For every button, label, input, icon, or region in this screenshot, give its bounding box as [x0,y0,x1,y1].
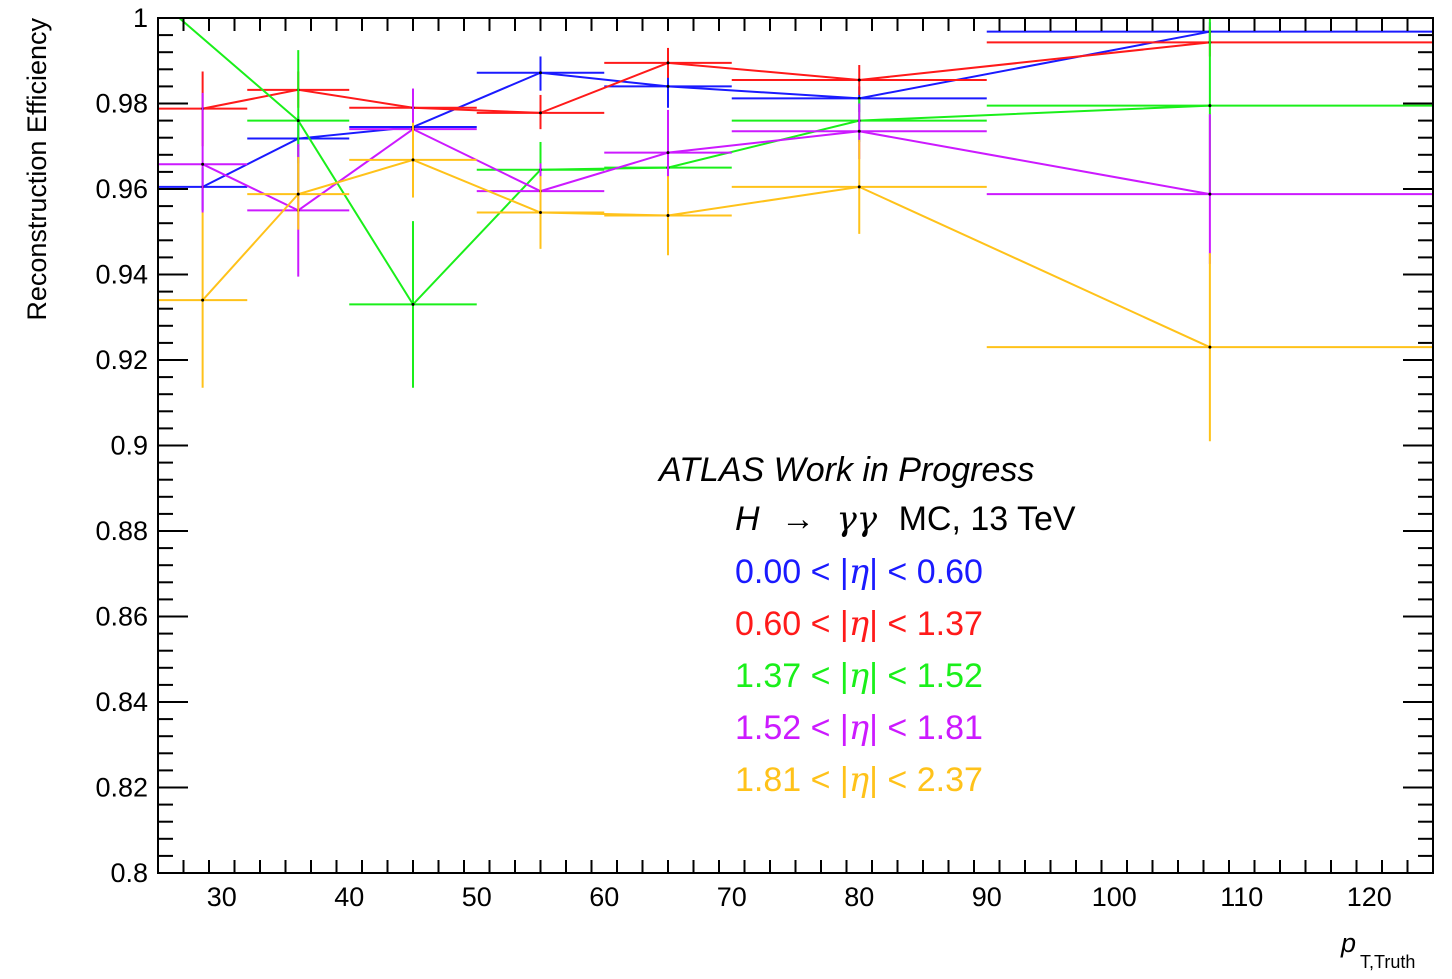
series-4 [158,122,1433,442]
x-tick-label: 30 [207,882,237,912]
y-tick-label: 0.84 [95,687,148,717]
y-tick-label: 0.86 [95,602,148,632]
data-point [857,78,861,82]
legend-entry-post: | < 1.52 [869,657,983,695]
data-point [666,61,670,65]
legend-entry-pre: 1.52 < | [735,709,849,747]
legend-entry-eta: η [849,604,870,644]
legend-entry-eta: η [849,656,870,696]
series-line [202,127,1211,212]
legend-entry-eta: η [849,760,870,800]
legend-entry-pre: 0.60 < | [735,605,849,643]
y-tick-label: 0.8 [110,858,148,888]
data-point [539,111,542,115]
data-point [857,185,861,189]
x-axis-label-sub: T,Truth [1360,952,1415,972]
y-tick-label: 0.94 [95,260,148,290]
legend: 0.00 < |η| < 0.600.60 < |η| < 1.371.37 <… [735,552,983,800]
series-0 [158,22,1433,211]
legend-entry: 1.52 < |η| < 1.81 [735,708,983,748]
legend-entry-pre: 1.37 < | [735,657,849,695]
legend-entry-eta: η [849,552,870,592]
data-point [857,129,861,133]
process-h: H [735,500,760,538]
axis-layer: 0.8 0.82 0.84 0.86 0.88 0.9 0.92 0.94 0.96 0.98 1 3… [95,3,1434,912]
series-line [202,30,1211,188]
data-point [411,158,415,162]
atlas-label: ATLAS Work in Progress [657,451,1034,489]
y-tick-label: 0.98 [95,89,148,119]
x-tick-label: 40 [334,882,364,912]
process-arrow: → [781,500,815,538]
legend-entry: 0.60 < |η| < 1.37 [735,604,983,644]
data-point [1208,104,1212,108]
y-tick-label: 0.9 [110,431,148,461]
data-point [1208,345,1212,349]
process-gamma: γγ [836,499,877,539]
x-tick-label: 70 [717,882,747,912]
legend-entry-post: | < 0.60 [869,553,983,591]
data-point [201,298,205,302]
data-point [296,192,300,196]
x-tick-label: 110 [1220,882,1263,912]
legend-entry: 0.00 < |η| < 0.60 [735,552,983,592]
series-line [202,41,1210,114]
data-point [201,162,205,166]
series-layer [158,18,1433,442]
legend-entry-post: | < 1.37 [869,605,983,643]
y-tick-label: 0.92 [95,345,148,375]
data-point [1208,192,1212,196]
y-tick-label: 0.96 [95,174,148,204]
x-tick-label: 80 [844,882,874,912]
x-tick-label: 60 [589,882,619,912]
y-tick-label: 0.82 [95,773,148,803]
y-tick-label: 1 [133,3,148,33]
x-tick-label: 120 [1347,882,1392,912]
legend-entry-pre: 1.81 < | [735,761,849,799]
x-tick-label: 100 [1092,882,1137,912]
data-point [539,211,542,215]
data-point [857,96,861,100]
data-point [411,302,415,306]
legend-entry-eta: η [849,708,870,748]
legend-entry-post: | < 2.37 [869,761,983,799]
legend-entry: 1.81 < |η| < 2.37 [735,760,983,800]
x-tick-label: 50 [462,882,492,912]
y-axis-label: Reconstruction Efficiency [22,18,52,321]
x-axis-label-main: p [1340,928,1356,958]
data-point [666,151,670,155]
series-3 [158,88,1433,277]
data-point [666,84,670,88]
legend-entry-post: | < 1.81 [869,709,983,747]
y-tick-label: 0.88 [95,516,148,546]
series-line [201,158,1211,349]
data-point [539,71,542,75]
process-rest: MC, 13 TeV [899,500,1076,538]
process-label: H → γγ MC, 13 TeV [735,499,1076,539]
legend-entry-pre: 0.00 < | [735,553,849,591]
x-tick-label: 90 [972,882,1002,912]
data-point [666,214,670,218]
legend-entry: 1.37 < |η| < 1.52 [735,656,983,696]
data-point [296,119,300,123]
